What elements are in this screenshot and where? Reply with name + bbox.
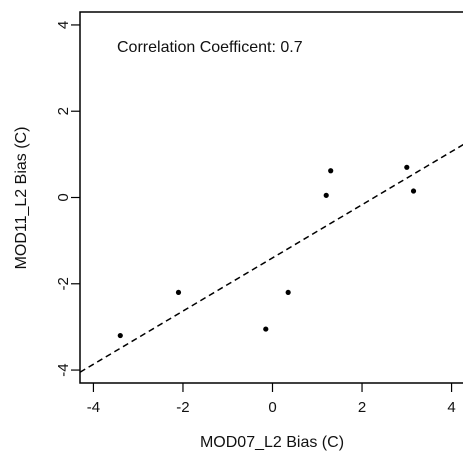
x-tick-label: -4 [87, 399, 100, 416]
x-axis: -4 -2 0 2 4 [87, 383, 456, 416]
y-tick-label: 2 [55, 107, 72, 115]
y-tick-label: -2 [55, 277, 72, 290]
y-tick-label: -4 [55, 363, 72, 376]
y-tick-label: 0 [55, 193, 72, 201]
data-point [410, 188, 417, 194]
correlation-annotation: Correlation Coefficent: 0.7 [117, 39, 303, 56]
x-tick-label: -2 [176, 399, 189, 416]
x-axis-title: MOD07_L2 Bias (C) [200, 434, 344, 451]
regression-line [79, 143, 463, 373]
y-axis: -4 -2 0 2 4 [55, 21, 80, 377]
y-axis-title: MOD11_L2 Bias (C) [13, 127, 30, 270]
data-point [117, 332, 123, 339]
data-point [404, 164, 410, 170]
data-point [323, 192, 329, 198]
plot-frame [79, 11, 463, 384]
y-tick-label: 4 [55, 21, 72, 29]
x-tick-label: 0 [268, 399, 276, 416]
data-point [328, 168, 334, 174]
data-points [117, 164, 417, 339]
data-point [285, 289, 291, 296]
data-point [175, 289, 182, 296]
x-tick-label: 2 [358, 399, 366, 416]
x-tick-label: 4 [447, 399, 455, 416]
data-point [263, 326, 269, 332]
